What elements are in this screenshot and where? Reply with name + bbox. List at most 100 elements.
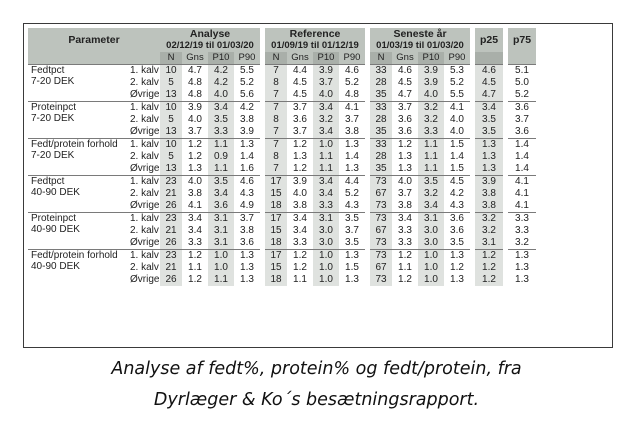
analyse-n-cell: 13	[160, 126, 182, 139]
reference-p90-cell: 3.7	[345, 114, 359, 125]
p25-header: p25	[475, 28, 503, 52]
analyse-gns-cell: 3.3	[188, 237, 202, 248]
seneste-ar-p10-cell: 1.0	[418, 262, 444, 274]
table-row: Fedtpct 7-20 DEK 1. kalv 10 4.7 4.2 5.5 7 4.4 3.9…	[28, 64, 536, 102]
reference-p90-cell: 4.8	[345, 89, 359, 100]
reference-gns-cell: 3.8	[293, 200, 307, 211]
seneste-ar-n-cell: 67	[370, 262, 392, 274]
analyse-gns-cell: 3.8	[188, 188, 202, 199]
p25-cell: 3.1	[475, 237, 503, 250]
seneste-ar-gns-cell: 1.2	[398, 274, 412, 285]
analyse-n-cell: 21	[160, 225, 182, 237]
reference-gns-cell: 1.2	[293, 163, 307, 174]
p25-cell: 3.9	[475, 175, 503, 188]
seneste-ar-p10-cell: 3.2	[418, 114, 444, 126]
seneste-ar-gns-cell: 4.0	[392, 175, 418, 188]
seneste-ar-gns-cell: 4.5	[398, 77, 412, 88]
p25-cell: 4.7	[475, 89, 503, 102]
seneste-ar-gns-cell: 3.7	[398, 188, 412, 199]
reference-n-cell: 18	[265, 200, 287, 213]
analyse-n-cell: 5	[160, 77, 182, 89]
parameter-label-line: Proteinpct	[31, 102, 77, 113]
reference-gns-cell: 3.4	[287, 212, 313, 225]
analyse-p90-cell: 1.3	[240, 262, 254, 273]
table-row: Proteinpct 40-90 DEK 1. kalv 23 3.4 3.1 3.7 17 3…	[28, 212, 536, 250]
reference-n-cell: 17	[265, 175, 287, 188]
reference-title: Reference	[289, 28, 341, 40]
analyse-gns-cell: 1.3	[188, 163, 202, 174]
seneste-ar-p90-cell: 5.5	[450, 89, 464, 100]
calving-group: 2. kalv	[130, 114, 159, 125]
seneste-ar-gns-cell: 3.6	[398, 126, 412, 137]
seneste-ar-gns-cell: 4.6	[392, 64, 418, 77]
table-row: Øvrige 13 3.7 3.3 3.9 7 3.7 3.4 3.8 35 3.6 3.3 4.0 3.…	[28, 126, 536, 139]
analyse-n-cell: 13	[160, 163, 182, 176]
reference-p10-cell: 3.7	[313, 77, 339, 89]
seneste-ar-n-cell: 73	[370, 200, 392, 213]
seneste-ar-n-cell: 73	[370, 249, 392, 262]
seneste-ar-gns-cell: 1.3	[398, 151, 412, 162]
calving-group: 2. kalv	[130, 151, 159, 162]
analyse-p10-cell: 3.3	[208, 126, 234, 139]
calving-group: 1. kalv	[126, 138, 160, 151]
parameter-label-line: Fedtpct	[31, 65, 65, 76]
analyse-n-cell: 13	[160, 89, 182, 102]
seneste-ar-gns-header: Gns	[392, 52, 418, 65]
reference-p90-header: P90	[339, 52, 365, 65]
reference-p90-cell: 1.3	[345, 274, 359, 285]
reference-n-cell: 7	[265, 89, 287, 102]
seneste-ar-p90-cell: 1.3	[450, 274, 464, 285]
parameter-label: Fedtpct 7-20 DEK	[28, 64, 126, 102]
analyse-p10-cell: 3.1	[208, 237, 234, 250]
reference-p10-cell: 3.0	[313, 225, 339, 237]
table-row: Øvrige 26 4.1 3.6 4.9 18 3.8 3.3 4.3 73 3.8 3.4 4.3 3…	[28, 200, 536, 213]
reference-p90-cell: 3.7	[345, 225, 359, 236]
analyse-gns-cell: 3.4	[188, 225, 202, 236]
table-row: 2. kalv 21 3.4 3.1 3.8 15 3.4 3.0 3.7 67 3.3 3.0 3.6…	[28, 225, 536, 237]
analyse-n-cell: 10	[160, 64, 182, 77]
analyse-p90-cell: 5.2	[240, 77, 254, 88]
analyse-dates: 02/12/19 til 01/03/20	[166, 40, 254, 51]
reference-n-cell: 7	[265, 138, 287, 151]
analyse-n-header: N	[160, 52, 182, 65]
table-row: 2. kalv 21 1.1 1.0 1.3 15 1.2 1.0 1.5 67 1.1 1.0 1.2…	[28, 262, 536, 274]
p75-cell: 1.4	[515, 163, 529, 174]
analyse-n-cell: 26	[160, 274, 182, 286]
analyse-p10-cell: 3.5	[208, 175, 234, 188]
analyse-p10-cell: 4.2	[208, 77, 234, 89]
p25-cell: 1.3	[475, 138, 503, 151]
p75-cell: 5.0	[515, 77, 529, 88]
reference-n-header: N	[265, 52, 287, 65]
reference-p90-cell: 4.4	[339, 175, 365, 188]
reference-n-cell: 8	[265, 77, 287, 89]
seneste-ar-p90-cell: 4.0	[450, 114, 464, 125]
analyse-gns-cell: 4.8	[188, 77, 202, 88]
p75-cell: 5.2	[515, 89, 529, 100]
seneste-ar-n-cell: 35	[370, 126, 392, 139]
seneste-ar-p90-cell: 5.3	[444, 64, 470, 77]
p75-cell: 3.7	[515, 114, 529, 125]
p75-cell: 4.1	[515, 200, 529, 211]
reference-n-cell: 18	[265, 237, 287, 250]
table-row: 2. kalv 5 1.2 0.9 1.4 8 1.3 1.1 1.4 28 1.3 1.1 1.4 1.…	[28, 151, 536, 163]
analyse-p10-cell: 3.1	[208, 225, 234, 237]
reference-p90-cell: 5.2	[345, 77, 359, 88]
reference-gns-cell: 3.4	[293, 225, 307, 236]
table-row: Øvrige 26 3.3 3.1 3.6 18 3.3 3.0 3.5 73 3.3 3.0 3.5 3…	[28, 237, 536, 250]
reference-p90-cell: 4.3	[345, 200, 359, 211]
seneste-ar-p90-cell: 3.6	[450, 225, 464, 236]
parameter-label-line: 7-20 DEK	[31, 150, 75, 161]
p25-cell: 3.2	[475, 225, 503, 237]
reference-p10-cell: 1.1	[313, 163, 339, 176]
p75-cell: 1.4	[515, 151, 529, 162]
reference-p10-cell: 3.4	[313, 126, 339, 139]
seneste-ar-gns-cell: 1.3	[398, 163, 412, 174]
p75-cell: 1.3	[515, 262, 529, 273]
seneste-ar-n-cell: 67	[370, 188, 392, 200]
reference-p10-cell: 3.2	[313, 114, 339, 126]
analyse-p10-cell: 0.9	[208, 151, 234, 163]
p25-cell: 3.2	[475, 212, 503, 225]
reference-n-cell: 8	[265, 114, 287, 126]
calving-group: 2. kalv	[130, 77, 159, 88]
seneste-ar-n-cell: 28	[370, 151, 392, 163]
